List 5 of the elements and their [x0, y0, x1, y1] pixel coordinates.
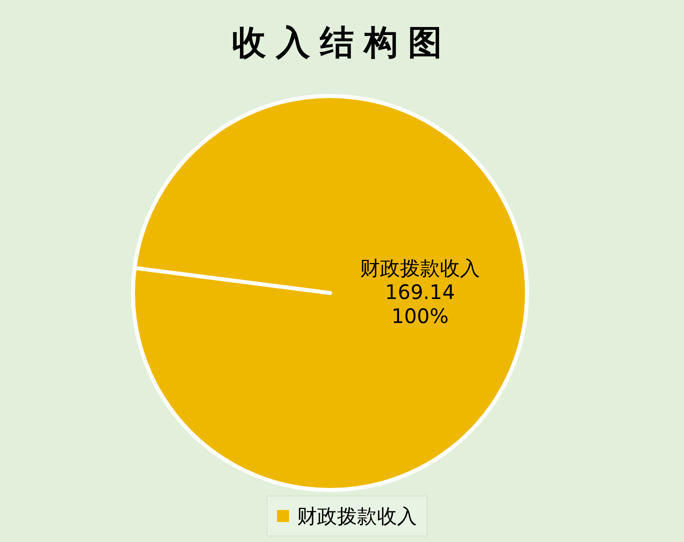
- text: 100%: [391, 304, 449, 328]
- data-label: 169.14: [385, 280, 455, 304]
- slice-label: 财政拨款收入: [360, 256, 480, 280]
- chart-title: 收入结构图: [232, 23, 452, 63]
- legend-label: 财政拨款收入: [297, 504, 417, 528]
